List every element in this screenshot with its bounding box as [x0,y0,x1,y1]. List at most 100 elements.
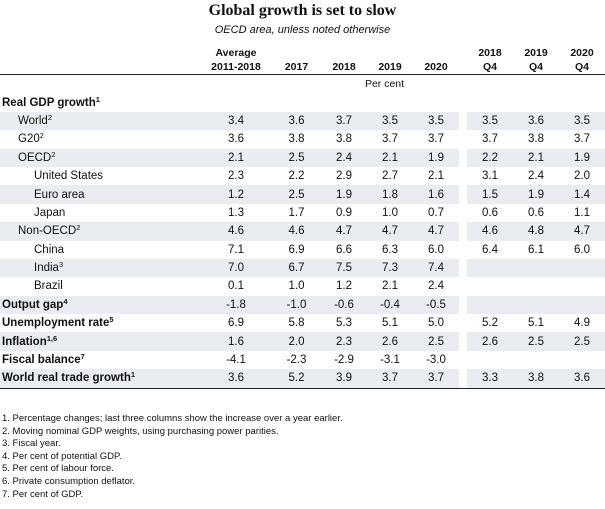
row-label-text: United States [34,170,104,183]
row-label: Unemployment rate5 [0,314,200,332]
column-gap [459,277,467,295]
footnote-marker: 2 [39,131,44,141]
value-cell: 7.5 [321,258,367,278]
row-label-text: G20 [18,133,40,146]
column-header: 2017 [272,46,321,75]
column-header-line1: Average [215,47,257,59]
value-cell: 6.0 [428,243,444,256]
value-cell [467,277,513,295]
table-row: Fiscal balance7 -4.1 -2.3 -2.9 -3.1 -3.0 [0,351,605,369]
value-cell: 2.5 [413,332,459,351]
value-cell [559,277,605,295]
header-label-cell [0,46,200,75]
row-label: World real trade growth1 [0,369,200,389]
column-header: 2019 Q4 [513,46,559,75]
value-cell: 1.7 [288,206,305,219]
table-row: Output gap4 -1.8 -1.0 -0.6 -0.4 -0.5 [0,295,605,315]
column-header-line2: Q4 [482,61,497,73]
value-cell: 5.2 [482,317,498,330]
value-cell: 3.5 [367,111,413,131]
row-label-text: Fiscal balance [2,354,81,367]
table-title: Global growth is set to slow [208,2,397,19]
value-cell: 0.6 [482,206,498,219]
value-cell: 2.1 [200,148,272,167]
column-header-line1 [321,46,367,60]
table-row: Brazil 0.1 1.0 1.2 2.1 2.4 [0,277,605,295]
value-cell: 6.0 [574,243,590,256]
value-cell: -0.4 [367,295,413,315]
value-cell: -2.9 [334,354,354,367]
column-header: 2018 [321,46,367,75]
value-cell [467,295,513,315]
value-cell: 1.9 [413,148,459,167]
column-gap [459,222,467,241]
footnote-line: 4. Per cent of potential GDP. [2,450,122,462]
value-cell: 4.8 [513,222,559,241]
footnotes: 1. Percentage changes; last three column… [2,413,343,501]
value-cell [272,93,321,111]
table-row: OECD2 2.1 2.5 2.4 2.1 1.9 2.2 2.1 1.9 [0,148,605,167]
value-cell: 3.7 [413,369,459,389]
value-cell: 2.4 [428,280,444,293]
value-cell: 3.6 [272,111,321,131]
column-header-line1 [367,46,413,60]
row-label: India3 [0,258,200,278]
row-label-text: China [34,243,65,256]
unit-row: Per cent [0,75,605,94]
value-cell [200,93,272,111]
column-gap [459,332,467,351]
value-cell: 2.2 [288,170,305,183]
column-gap [459,185,467,204]
value-cell: 3.4 [200,111,272,131]
column-header-line2: 2019 [378,61,402,73]
value-cell: 3.8 [288,133,305,146]
value-cell: 2.0 [272,332,321,351]
value-cell: 2.5 [272,185,321,204]
value-cell: 1.9 [559,148,605,167]
footnote-marker: 3 [58,260,64,270]
value-cell: 2.3 [228,170,244,183]
row-label-text: Euro area [34,188,85,201]
value-cell [513,295,559,315]
table-row: G202 3.6 3.8 3.8 3.7 3.7 3.7 3.8 3.7 [0,130,605,148]
value-cell [467,351,513,369]
value-cell: 4.6 [467,222,513,241]
value-cell: -4.1 [226,354,246,367]
value-cell: 0.7 [428,206,444,219]
value-cell: 2.1 [513,148,559,167]
row-label-text: Unemployment rate [2,317,110,330]
value-cell: 4.6 [272,222,321,241]
row-label-text: Inflation [2,335,47,348]
column-gap [459,46,467,75]
footnote-marker: 5 [109,315,114,325]
value-cell: 1.6 [413,185,459,204]
footnote-line: 7. Per cent of GDP. [2,488,84,500]
value-cell: 5.2 [272,369,321,389]
footnote-marker: 1 [95,94,100,104]
value-cell [367,93,413,111]
value-cell [513,351,559,369]
table-row: Real GDP growth1 [0,93,605,111]
row-label-text: Real GDP growth [2,96,96,109]
column-header: 2018 Q4 [467,46,513,75]
row-label-text: Brazil [34,280,63,293]
column-gap [459,130,467,148]
column-header-line2: 2011-2018 [211,61,261,73]
value-cell: 0.6 [528,206,544,219]
unit-label: Per cent [364,78,405,91]
value-cell: 6.4 [482,243,498,256]
table-row: Inflation1,6 1.6 2.0 2.3 2.6 2.5 2.6 2.5 2.5 [0,332,605,351]
row-label: Euro area [0,185,200,204]
value-cell: 6.9 [228,317,244,330]
value-cell: 7.3 [367,258,413,278]
value-cell: 6.7 [272,258,321,278]
table-row: Japan 1.3 1.7 0.9 1.0 0.7 0.6 0.6 1.1 [0,204,605,222]
footnote-marker: 2 [76,223,81,233]
column-header: 2020 [413,46,459,75]
value-cell: -1.0 [272,295,321,315]
value-cell: 1.6 [200,332,272,351]
footnote-line: 2. Moving nominal GDP weights, using pur… [2,425,279,437]
value-cell: 4.9 [574,317,590,330]
value-cell: -3.1 [380,354,400,367]
value-cell: 2.9 [336,170,352,183]
